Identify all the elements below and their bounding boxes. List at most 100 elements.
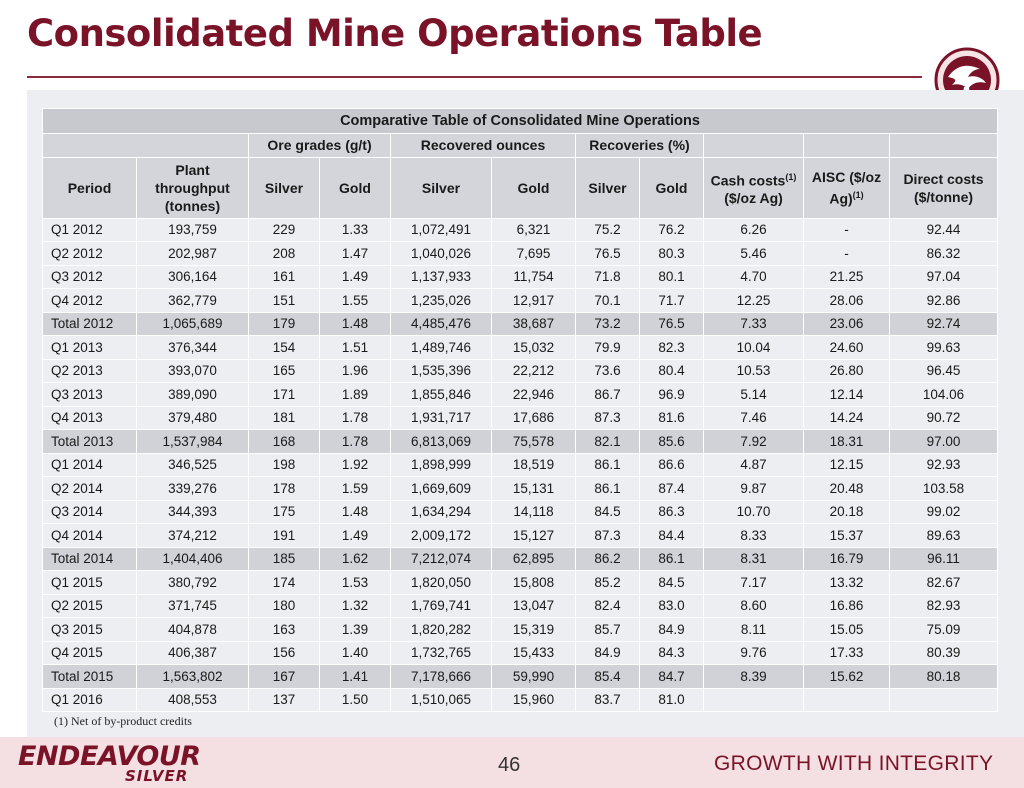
table-row: Q1 2013 376,344 154 1.51 1,489,746 15,032 79.9… — [42, 335, 999, 360]
cell-period: Q2 2012 — [42, 241, 137, 266]
cell-throughput: 1,563,802 — [136, 664, 249, 689]
cell-throughput: 406,387 — [136, 640, 249, 665]
cell-pct-silver: 86.7 — [575, 382, 640, 407]
cell-aisc: 13.32 — [803, 570, 890, 595]
cell-pct-silver: 85.4 — [575, 664, 640, 689]
cell-throughput: 379,480 — [136, 405, 249, 430]
cell-period: Q1 2016 — [42, 687, 137, 712]
table-row: Q3 2014 344,393 175 1.48 1,634,294 14,118 84.5… — [42, 499, 999, 524]
cell-ore-gold: 1.32 — [319, 593, 391, 618]
cell-aisc: 14.24 — [803, 405, 890, 430]
table-row: Q4 2013 379,480 181 1.78 1,931,717 17,686 87.3… — [42, 405, 999, 430]
table-row: Q4 2015 406,387 156 1.40 1,732,765 15,433 84.9… — [42, 640, 999, 665]
cell-pct-gold: 80.4 — [639, 358, 704, 383]
column-header-period: Period — [42, 156, 137, 219]
group-header-ore-grades: Ore grades (g/t) — [248, 133, 391, 158]
cell-direct-costs: 103.58 — [888, 476, 999, 501]
cell-pct-silver: 87.3 — [575, 523, 640, 548]
cell-aisc: 20.48 — [803, 476, 890, 501]
cell-cash-costs: 5.14 — [703, 382, 804, 407]
cell-aisc: 23.06 — [803, 311, 890, 336]
table-row: Q2 2013 393,070 165 1.96 1,535,396 22,212 73.6… — [42, 358, 999, 383]
cell-ore-silver: 137 — [248, 687, 320, 712]
cell-ore-gold: 1.51 — [319, 335, 391, 360]
cell-ore-gold: 1.62 — [319, 546, 391, 571]
cell-rec-silver: 1,235,026 — [390, 288, 492, 313]
cell-direct-costs: 80.18 — [888, 664, 999, 689]
cell-pct-silver: 86.1 — [575, 452, 640, 477]
cell-direct-costs: 97.00 — [888, 429, 999, 454]
group-header-recoveries: Recoveries (%) — [575, 133, 704, 158]
cell-rec-silver: 1,931,717 — [390, 405, 492, 430]
table-row: Q2 2012 202,987 208 1.47 1,040,026 7,695 76.5 8… — [42, 241, 999, 266]
cell-pct-silver: 82.4 — [575, 593, 640, 618]
column-header-recovery-gold: Gold — [639, 156, 704, 219]
cell-aisc: 17.33 — [803, 640, 890, 665]
cell-ore-silver: 165 — [248, 358, 320, 383]
cell-period: Q2 2014 — [42, 476, 137, 501]
cell-direct-costs: 104.06 — [888, 382, 999, 407]
cell-rec-silver: 1,769,741 — [390, 593, 492, 618]
table-row-total: Total 2015 1,563,802 167 1.41 7,178,666 59,99… — [42, 664, 999, 689]
cell-period: Q3 2012 — [42, 264, 137, 289]
cell-ore-gold: 1.96 — [319, 358, 391, 383]
cell-rec-gold: 12,917 — [491, 288, 576, 313]
cell-pct-silver: 76.5 — [575, 241, 640, 266]
cell-direct-costs: 92.74 — [888, 311, 999, 336]
cell-pct-gold: 71.7 — [639, 288, 704, 313]
cell-period: Q3 2015 — [42, 617, 137, 642]
cell-direct-costs: 92.93 — [888, 452, 999, 477]
cell-pct-gold: 76.2 — [639, 217, 704, 242]
cell-aisc: 15.62 — [803, 664, 890, 689]
cell-direct-costs: 75.09 — [888, 617, 999, 642]
cell-aisc: 21.25 — [803, 264, 890, 289]
cell-rec-silver: 1,732,765 — [390, 640, 492, 665]
cell-rec-silver: 2,009,172 — [390, 523, 492, 548]
cell-ore-silver: 198 — [248, 452, 320, 477]
cell-ore-silver: 174 — [248, 570, 320, 595]
cell-aisc: 24.60 — [803, 335, 890, 360]
table-caption: Comparative Table of Consolidated Mine O… — [41, 108, 999, 134]
cell-rec-gold: 15,131 — [491, 476, 576, 501]
cell-ore-silver: 229 — [248, 217, 320, 242]
page-title: Consolidated Mine Operations Table — [27, 12, 763, 55]
cell-rec-gold: 14,118 — [491, 499, 576, 524]
cell-rec-silver: 4,485,476 — [390, 311, 492, 336]
cell-ore-silver: 175 — [248, 499, 320, 524]
cell-period: Q4 2014 — [42, 523, 137, 548]
cell-ore-gold: 1.39 — [319, 617, 391, 642]
cell-direct-costs: 90.72 — [888, 405, 999, 430]
cell-period: Total 2014 — [42, 546, 137, 571]
table-row: Q4 2012 362,779 151 1.55 1,235,026 12,917 70.1… — [42, 288, 999, 313]
cell-period: Q1 2015 — [42, 570, 137, 595]
cell-direct-costs: 96.45 — [888, 358, 999, 383]
cell-cash-costs — [703, 687, 804, 712]
cell-pct-gold: 82.3 — [639, 335, 704, 360]
cell-period: Total 2012 — [42, 311, 137, 336]
footnote: (1) Net of by-product credits — [54, 714, 192, 728]
cell-cash-costs: 7.92 — [703, 429, 804, 454]
cell-pct-gold: 85.6 — [639, 429, 704, 454]
cell-ore-gold: 1.41 — [319, 664, 391, 689]
cell-cash-costs: 8.60 — [703, 593, 804, 618]
cell-rec-silver: 1,072,491 — [390, 217, 492, 242]
cell-throughput: 202,987 — [136, 241, 249, 266]
cell-rec-gold: 15,808 — [491, 570, 576, 595]
column-header-throughput: Plant throughput (tonnes) — [136, 156, 249, 219]
cell-cash-costs: 8.11 — [703, 617, 804, 642]
cell-ore-gold: 1.33 — [319, 217, 391, 242]
cell-aisc: 28.06 — [803, 288, 890, 313]
cell-throughput: 344,393 — [136, 499, 249, 524]
aisc-footnote-mark: (1) — [852, 189, 864, 200]
cell-rec-silver: 6,813,069 — [390, 429, 492, 454]
cell-rec-silver: 1,510,065 — [390, 687, 492, 712]
cell-throughput: 1,537,984 — [136, 429, 249, 454]
cell-aisc: 16.86 — [803, 593, 890, 618]
table-row: Q4 2014 374,212 191 1.49 2,009,172 15,127 87.3… — [42, 523, 999, 548]
cell-ore-gold: 1.78 — [319, 405, 391, 430]
cell-period: Q4 2015 — [42, 640, 137, 665]
group-header-blank — [703, 133, 804, 158]
footer-bar — [0, 737, 1024, 788]
cell-rec-silver: 7,212,074 — [390, 546, 492, 571]
cell-rec-gold: 15,032 — [491, 335, 576, 360]
